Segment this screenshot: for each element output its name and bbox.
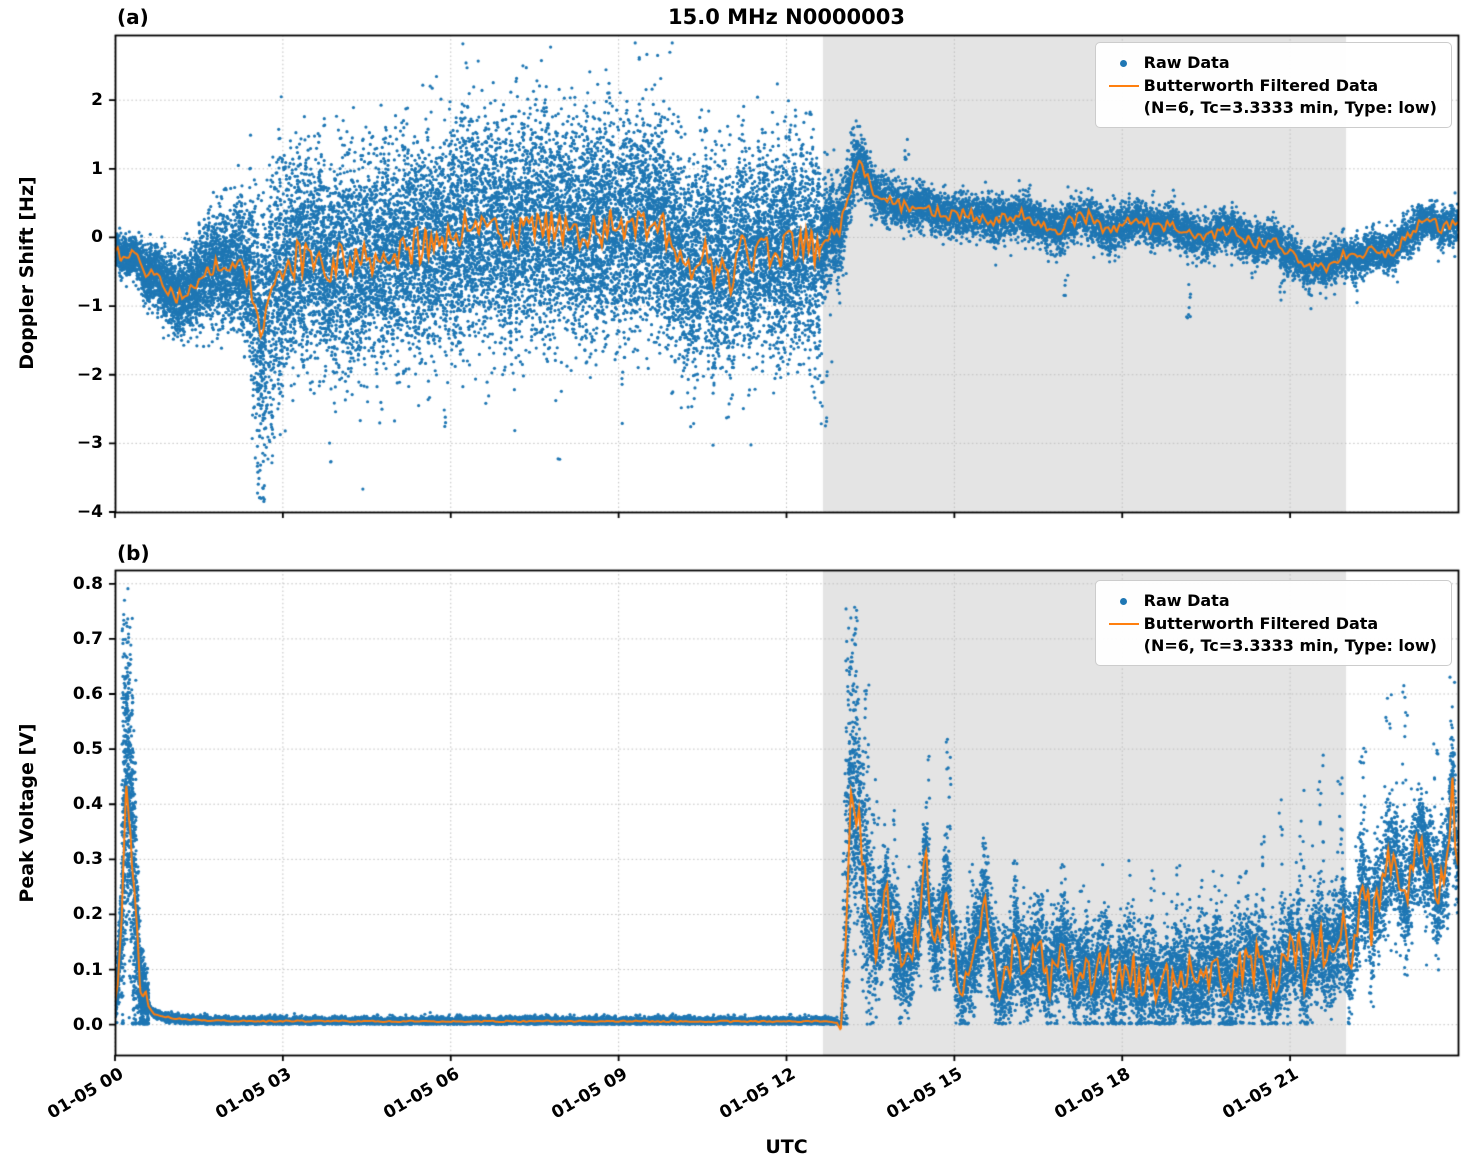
legend-filtered-label: Butterworth Filtered Data [1143, 614, 1379, 633]
legend-panel-b: Raw Data Butterworth Filtered Data (N=6,… [1094, 580, 1452, 667]
legend-entry-filtered: Butterworth Filtered Data (N=6, Tc=3.333… [1104, 75, 1437, 118]
legend-entry-raw: Raw Data [1104, 590, 1437, 612]
panel-a-label: (a) [117, 5, 149, 29]
y-tick-label: 0 [91, 227, 103, 248]
raw-data-dot-icon [1120, 59, 1128, 67]
legend-filtered-label-block: Butterworth Filtered Data (N=6, Tc=3.333… [1144, 613, 1437, 656]
filtered-line-icon [1108, 623, 1139, 625]
y-tick-label: 0.2 [72, 904, 103, 925]
filtered-line-swatch [1104, 613, 1144, 635]
y-tick-label: 0.8 [72, 573, 103, 594]
legend-entry-filtered: Butterworth Filtered Data (N=6, Tc=3.333… [1104, 613, 1437, 656]
y-tick-label: −2 [76, 364, 103, 385]
y-tick-label: 0.5 [72, 739, 103, 760]
legend-filtered-label-block: Butterworth Filtered Data (N=6, Tc=3.333… [1144, 75, 1437, 118]
y-tick-label: 0.1 [72, 959, 103, 980]
legend-filtered-label: Butterworth Filtered Data [1143, 76, 1379, 95]
y-tick-label: 0.6 [72, 684, 103, 704]
chart-title: 15.0 MHz N0000003 [668, 5, 905, 29]
panel-b-label: (b) [117, 541, 150, 565]
y-tick-label: −1 [76, 296, 103, 317]
y-tick-label: 0.0 [72, 1014, 103, 1035]
legend-panel-a: Raw Data Butterworth Filtered Data (N=6,… [1094, 42, 1452, 129]
y-tick-label: 2 [91, 90, 103, 111]
raw-data-marker-swatch [1104, 52, 1144, 74]
y-axis-label-doppler: Doppler Shift [Hz] [16, 176, 38, 370]
legend-filtered-sublabel: (N=6, Tc=3.3333 min, Type: low) [1143, 97, 1437, 117]
legend-raw-label: Raw Data [1143, 591, 1230, 610]
y-axis-label-voltage: Peak Voltage [V] [16, 723, 38, 903]
y-tick-label: −3 [76, 433, 103, 454]
filtered-line-swatch [1104, 75, 1144, 97]
y-tick-label: −4 [76, 502, 103, 522]
raw-data-dot-icon [1120, 597, 1128, 605]
legend-raw-label: Raw Data [1143, 53, 1230, 72]
y-tick-label: 0.4 [72, 794, 103, 815]
y-tick-label: 0.3 [72, 849, 103, 870]
raw-data-marker-swatch [1104, 590, 1144, 612]
y-tick-label: 0.7 [72, 628, 103, 649]
x-axis-label: UTC [765, 1136, 808, 1158]
legend-entry-raw: Raw Data [1104, 52, 1437, 74]
legend-filtered-sublabel: (N=6, Tc=3.3333 min, Type: low) [1143, 635, 1437, 655]
filtered-line-icon [1108, 85, 1139, 87]
y-tick-label: 1 [91, 158, 103, 179]
